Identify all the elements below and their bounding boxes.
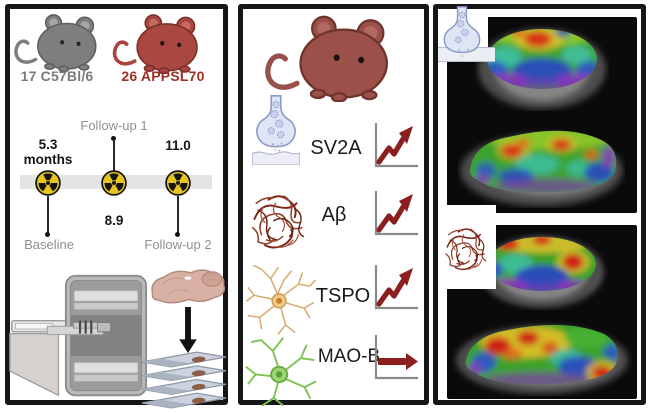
tracer-label-maob: MAO-B: [317, 346, 381, 367]
trend-flat-chart: [374, 335, 418, 380]
tracer-panel: SV2A: [238, 4, 429, 407]
amyloid-plaque-icon: [445, 228, 487, 271]
timeline-connector: [113, 139, 115, 174]
pet-results-panel: [433, 4, 646, 405]
amyloid-plaque-icon: [251, 195, 305, 249]
timeline-connector-dot: [111, 136, 116, 141]
radiation-icon: [101, 170, 127, 196]
transgenic-mouse-icon: [112, 14, 198, 74]
synapse-icon: [443, 6, 481, 57]
microscope-slides-icon: [141, 351, 227, 409]
tracer-label-tspo: TSPO: [315, 285, 371, 307]
tracer-label-abeta: Aβ: [321, 204, 347, 226]
pet-scanner-icon: [9, 274, 148, 397]
wildtype-mouse-icon: [14, 14, 97, 72]
radiation-icon: [165, 170, 191, 196]
transgenic-mouse-icon: [265, 15, 388, 102]
timeline-connector-dot: [45, 232, 50, 237]
timeline-session-2: Follow-up 1: [80, 118, 148, 133]
timeline-age-2: 8.9: [104, 213, 124, 228]
synapse-icon: [252, 95, 300, 165]
timeline-age-3: 11.0: [165, 138, 191, 153]
pet-sagittal-image: [460, 130, 623, 207]
timeline-connector: [47, 196, 49, 233]
timeline-session-1: Baseline: [24, 237, 74, 252]
radiation-icon: [35, 170, 61, 196]
trend-up-chart: [374, 123, 418, 168]
timeline-connector: [177, 196, 179, 233]
timeline-session-3: Follow-up 2: [144, 237, 212, 252]
down-arrow-icon: [179, 307, 197, 354]
brain-icon: [151, 269, 225, 304]
timeline-connector-dot: [175, 232, 180, 237]
pet-coronal-image: [478, 29, 606, 109]
study-design-panel: 17 C57Bl/6 26 APPSL70 5.3 months Follow-…: [5, 4, 228, 409]
astrocyte-icon: [245, 264, 316, 335]
neuron-icon: [245, 337, 317, 407]
wildtype-group-label: 17 C57Bl/6: [20, 68, 94, 84]
transgenic-group-label: 26 APPSL70: [121, 68, 205, 84]
tracer-label-sv2a: SV2A: [310, 137, 362, 159]
timeline-age-1: 5.3 months: [23, 137, 73, 168]
trend-up-chart: [374, 191, 418, 236]
pet-sagittal-image: [456, 324, 628, 394]
trend-up-chart: [374, 265, 418, 310]
pet-image-block-top: [447, 17, 637, 213]
